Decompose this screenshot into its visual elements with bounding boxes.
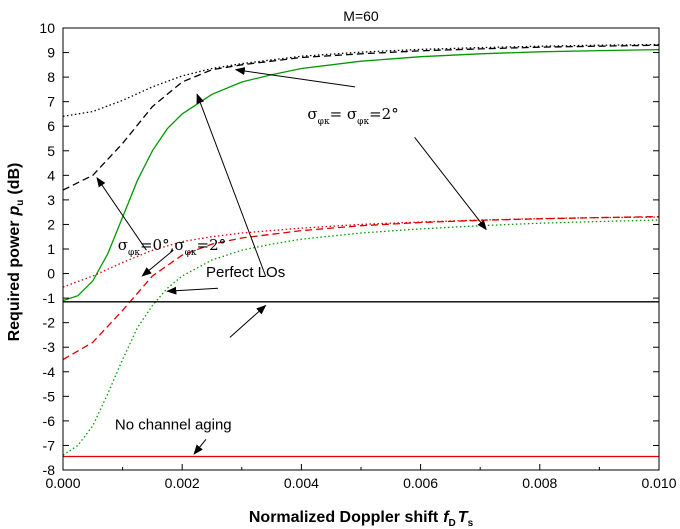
x-axis-var2: T xyxy=(458,509,469,526)
annotation-sigma-equal: σφκ= σφκ=2° xyxy=(307,105,398,127)
y-tick-label: 0 xyxy=(47,266,55,282)
x-axis-sub1: D xyxy=(449,518,456,529)
x-tick-label: 0.002 xyxy=(165,475,200,491)
annotation-arrow xyxy=(96,176,147,251)
annotation-sigma-zero: σφκ=0°,σφκ=2° xyxy=(118,236,226,258)
series-line-3 xyxy=(62,48,660,302)
y-tick-label: 3 xyxy=(47,192,55,208)
y-tick-label: -7 xyxy=(43,437,56,453)
y-tick-label: 6 xyxy=(47,118,55,134)
sigma-eq-eq: = σ xyxy=(330,105,358,123)
annotation-arrows xyxy=(96,67,487,455)
sigma-zero-sub2: φκ xyxy=(185,248,197,258)
annotation-perfect-los: Perfect LOs xyxy=(206,264,285,281)
annotation-arrow xyxy=(414,136,487,231)
sigma-eq-val: =2° xyxy=(369,105,399,123)
sigma-zero-val2: =2° xyxy=(197,236,227,254)
x-tick-label: 0.010 xyxy=(641,475,676,491)
sigma-eq-sub1: φκ xyxy=(318,117,330,127)
sigma-eq-sym1: σ xyxy=(307,105,317,123)
annotation-arrow xyxy=(166,286,219,295)
annotation-arrow xyxy=(229,304,267,338)
y-tick-label: 10 xyxy=(39,20,55,36)
y-tick-label: -6 xyxy=(43,413,56,429)
x-tick-label: 0.000 xyxy=(45,475,80,491)
x-axis-var1: f xyxy=(443,509,450,526)
chart-title: M=60 xyxy=(343,8,379,24)
sigma-zero-val1: =0°,σ xyxy=(140,236,185,254)
y-tick-label: -8 xyxy=(43,462,56,478)
series-line-1 xyxy=(62,43,660,118)
y-axis-unit: (dB) xyxy=(6,163,23,195)
annotation-arrow xyxy=(141,249,174,277)
y-tick-label: 2 xyxy=(47,216,55,232)
y-tick-label: -1 xyxy=(43,290,56,306)
y-tick-label: 5 xyxy=(47,143,55,159)
annotation-arrow xyxy=(196,93,267,277)
y-axis-title-text: Required power xyxy=(6,220,23,341)
x-axis-title-text: Normalized Doppler shift xyxy=(249,509,439,526)
sigma-zero-sym1: σ xyxy=(118,236,128,254)
y-axis-title: Required power pu (dB) xyxy=(6,163,26,342)
series-line-2 xyxy=(62,44,660,191)
y-tick-label: 4 xyxy=(47,167,55,183)
y-tick-label: 7 xyxy=(47,94,55,110)
series-line-5 xyxy=(62,215,660,361)
sigma-eq-sub2: φκ xyxy=(357,117,369,127)
y-axis-sub: u xyxy=(15,200,26,206)
y-tick-label: -2 xyxy=(43,315,56,331)
y-tick-label: -4 xyxy=(43,364,56,380)
x-axis-sub2: s xyxy=(468,518,474,529)
x-axis-ticks: 0.000 0.002 0.004 0.006 0.008 0.010 xyxy=(45,464,677,491)
x-tick-label: 0.004 xyxy=(284,475,319,491)
y-tick-label: -5 xyxy=(43,388,56,404)
annotation-no-channel-aging: No channel aging xyxy=(115,417,232,434)
y-axis-var: p xyxy=(6,205,23,216)
annotation-arrow xyxy=(193,438,207,455)
y-tick-label: -3 xyxy=(43,339,56,355)
y-tick-label: 1 xyxy=(47,241,55,257)
y-tick-label: 9 xyxy=(47,45,55,61)
y-tick-label: 8 xyxy=(47,69,55,85)
x-tick-label: 0.008 xyxy=(522,475,557,491)
y-axis-ticks: -8 -7 -6 -5 -4 -3 -2 -1 0 1 2 3 4 5 6 7 8 9 10 xyxy=(39,20,659,478)
x-axis-title: Normalized Doppler shift fD Ts xyxy=(249,509,474,529)
sigma-zero-sub1: φκ xyxy=(128,248,140,258)
x-tick-label: 0.006 xyxy=(403,475,438,491)
annotation-arrow xyxy=(234,67,356,88)
